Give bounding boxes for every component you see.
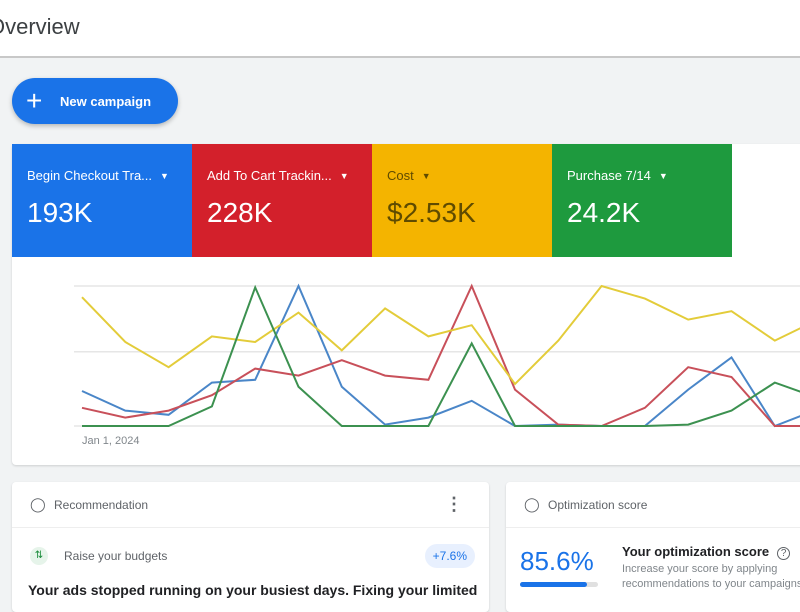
metric-tile[interactable]: Begin Checkout Tra... ▼ 193K	[12, 144, 192, 257]
card-title: Optimization score	[548, 497, 648, 512]
metric-label: Add To Cart Trackin...	[207, 168, 332, 183]
score-progress-bar	[520, 582, 598, 587]
metric-label: Cost	[387, 168, 414, 183]
metric-tile[interactable]: Add To Cart Trackin... ▼ 228K	[192, 144, 372, 257]
metric-tile[interactable]: Cost ▼ $2.53K	[372, 144, 552, 257]
metric-label: Begin Checkout Tra...	[27, 168, 153, 183]
help-icon[interactable]: ?	[777, 547, 791, 560]
page-title: Overview	[0, 14, 80, 39]
plus-icon: +	[26, 85, 43, 116]
optimization-score: 85.6%	[520, 546, 594, 576]
new-campaign-label: New campaign	[60, 93, 152, 109]
lightbulb-icon: ◯	[30, 496, 46, 512]
optimization-title: Your optimization score	[622, 544, 770, 559]
series-line	[81, 284, 800, 386]
metric-value: 193K	[27, 197, 93, 228]
dropdown-caret-icon[interactable]: ▼	[421, 170, 431, 181]
budget-arrows-icon: ⇅	[30, 547, 48, 565]
dropdown-caret-icon[interactable]: ▼	[160, 170, 169, 181]
recommendation-title: Raise your budgets	[64, 549, 168, 563]
recommendation-item[interactable]: ⇅ Raise your budgets +7.6%	[30, 544, 475, 568]
lightbulb-icon: ◯	[524, 496, 540, 512]
new-campaign-button[interactable]: + New campaign	[12, 78, 178, 124]
dropdown-caret-icon[interactable]: ▼	[658, 170, 668, 181]
performance-card: Begin Checkout Tra... ▼ 193K Add To Cart Tr…	[12, 144, 800, 465]
score-uplift-badge: +7.6%	[424, 544, 475, 568]
metric-value: 228K	[207, 197, 273, 228]
optimization-subtitle: Increase your score by applying recommen…	[622, 563, 800, 590]
more-options-icon[interactable]: ⋮	[445, 494, 463, 514]
metric-value: $2.53K	[387, 197, 476, 228]
recommendation-text: Your ads stopped running on your busiest…	[28, 582, 478, 598]
series-line	[81, 283, 800, 428]
dropdown-caret-icon[interactable]: ▼	[339, 170, 349, 181]
series-line	[81, 283, 800, 428]
metric-label: Purchase 7/14	[567, 168, 651, 183]
optimization-score-card: ◯ Optimization score 85.6% Your optimizat…	[506, 482, 800, 612]
metric-tile[interactable]: Purchase 7/14 ▼ 24.2K	[552, 144, 732, 257]
recommendation-card: ◯ Recommendation ⋮ ⇅ Raise your budgets +…	[12, 482, 489, 612]
x-axis-label: Jan 1, 2024	[82, 435, 140, 447]
score-progress-fill	[520, 582, 587, 587]
page-header: Overview	[0, 0, 800, 58]
card-title: Recommendation	[54, 497, 149, 512]
series-line	[82, 284, 800, 427]
metric-value: 24.2K	[567, 197, 641, 228]
performance-chart	[74, 283, 800, 428]
